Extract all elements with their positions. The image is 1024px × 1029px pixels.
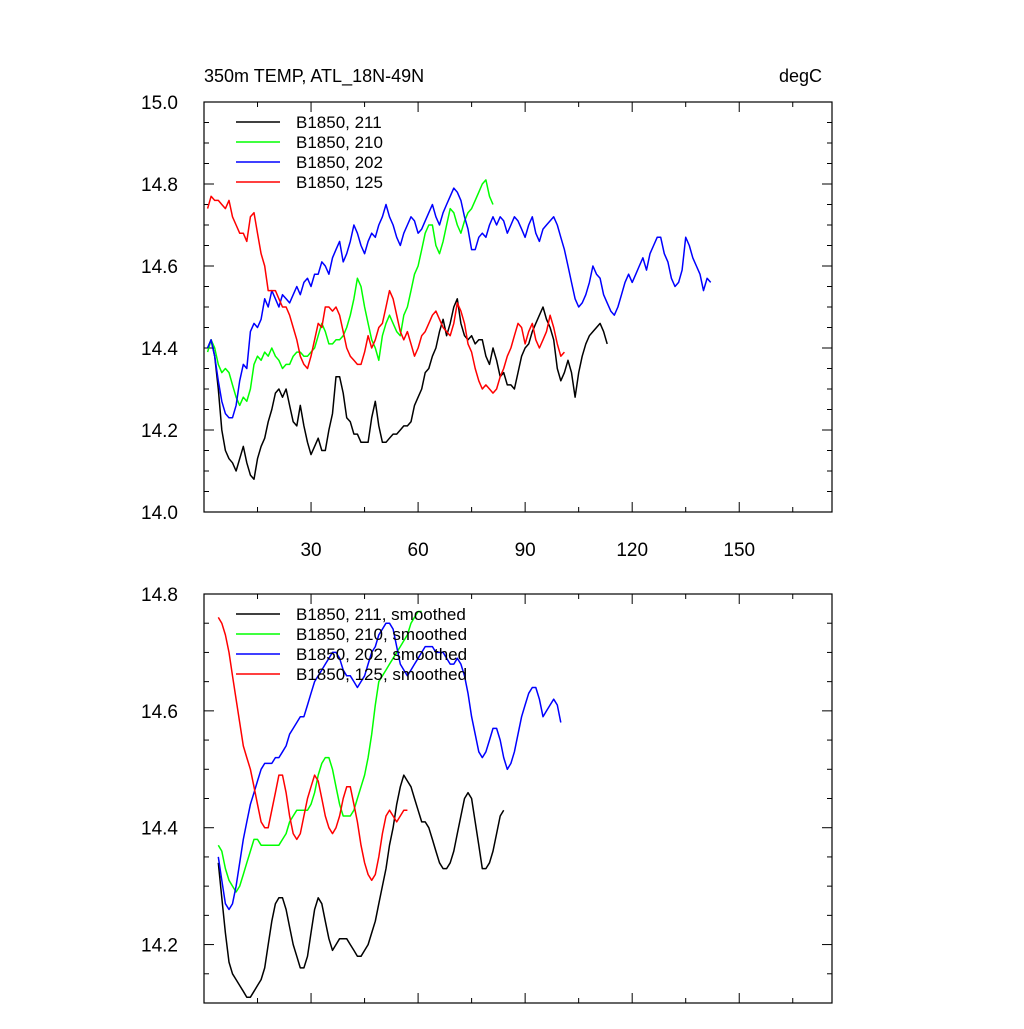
bottom-y-tick-label: 14.8 xyxy=(141,585,178,606)
top-legend-label: B1850, 202 xyxy=(296,153,383,172)
bottom-series-line xyxy=(217,774,505,998)
top-x-tick-label: 150 xyxy=(723,540,755,561)
top-x-tick-label: 30 xyxy=(300,540,321,561)
top-x-tick-label: 120 xyxy=(616,540,648,561)
top-series-line xyxy=(206,179,494,407)
top-legend-label: B1850, 211 xyxy=(296,113,382,132)
top-series-line xyxy=(206,298,608,480)
top-x-tick-label: 60 xyxy=(408,540,429,561)
chart-units: degC xyxy=(779,66,822,86)
bottom-y-tick-label: 14.2 xyxy=(141,936,178,957)
top-series-line xyxy=(206,187,712,419)
top-legend-label: B1850, 125 xyxy=(296,173,383,192)
bottom-legend-label: B1850, 202, smoothed xyxy=(296,645,467,664)
bottom-y-tick-label: 14.6 xyxy=(141,702,178,723)
chart-title: 350m TEMP, ATL_18N-49N xyxy=(204,66,424,87)
bottom-series-line xyxy=(217,617,408,882)
top-legend-label: B1850, 210 xyxy=(296,133,383,152)
top-series-line xyxy=(206,195,565,394)
top-y-tick-label: 14.2 xyxy=(141,421,178,442)
top-x-tick-label: 90 xyxy=(515,540,536,561)
bottom-series-line xyxy=(217,610,422,893)
top-y-tick-label: 14.0 xyxy=(141,503,178,524)
top-y-tick-label: 14.4 xyxy=(141,339,178,360)
top-panel: 14.0 14.2 14.4 14.6 14.8 15.0 30 60 90 120 150 B185… xyxy=(141,93,833,561)
top-y-tick-label: 14.8 xyxy=(141,175,178,196)
bottom-legend-label: B1850, 125, smoothed xyxy=(296,665,467,684)
bottom-legend-label: B1850, 210, smoothed xyxy=(296,625,467,644)
bottom-legend-label: B1850, 211, smoothed xyxy=(296,605,466,624)
top-y-tick-label: 14.6 xyxy=(141,257,178,278)
top-y-tick-label: 15.0 xyxy=(141,93,178,114)
bottom-series-line xyxy=(217,622,562,911)
bottom-y-tick-label: 14.4 xyxy=(141,819,178,840)
